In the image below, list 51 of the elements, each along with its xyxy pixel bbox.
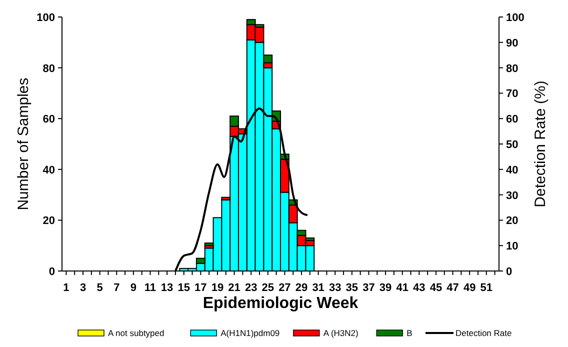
x-tick-label: 21 [228, 282, 240, 294]
x-tick-label: 9 [130, 282, 136, 294]
x-tick-label: 11 [144, 282, 156, 294]
x-tick-label: 35 [346, 282, 358, 294]
y2-tick-label: 70 [506, 88, 518, 100]
x-tick-label: 15 [178, 282, 190, 294]
legend-label: A (H3N2) [323, 328, 359, 338]
legend-label: A not subtyped [108, 328, 165, 338]
y-tick-label: 60 [42, 114, 55, 126]
y2-tick-label: 80 [506, 62, 518, 75]
x-tick-label: 33 [329, 282, 342, 294]
legend-label: A(H1N1)pdm09 [220, 328, 280, 338]
y2-tick-label: 50 [506, 139, 518, 151]
x-tick-label: 47 [446, 282, 459, 294]
y-tick-label: 20 [42, 215, 55, 228]
y2-tick-label: 90 [506, 37, 518, 50]
y-axis-title: Number of Samples [15, 78, 32, 210]
x-tick-label: 43 [413, 282, 426, 294]
x-tick-label: 23 [244, 282, 258, 294]
legend-label: B [406, 328, 413, 338]
legend-label: Detection Rate [456, 328, 512, 338]
x-tick-label: 1 [63, 282, 70, 294]
x-tick-label: 31 [312, 282, 324, 294]
x-tick-label: 41 [396, 282, 408, 294]
x-axis-title: Epidemiologic Week [202, 295, 358, 312]
y2-tick-label: 10 [506, 240, 518, 253]
y-tick-label: 80 [42, 62, 55, 75]
x-tick-label: 49 [463, 282, 476, 294]
x-tick-label: 51 [480, 282, 493, 294]
x-tick-label: 45 [430, 282, 442, 294]
y-tick-label: 40 [42, 164, 55, 176]
x-tick-label: 13 [160, 282, 174, 294]
x-tick-label: 39 [379, 282, 392, 294]
y2-tick-label: 30 [506, 190, 518, 202]
x-tick-label: 19 [211, 282, 224, 294]
y2-tick-label: 60 [506, 114, 518, 126]
x-tick-label: 29 [295, 282, 308, 294]
y-tick-label: 0 [48, 266, 55, 278]
y2-tick-label: 20 [506, 215, 518, 228]
x-tick-label: 17 [194, 282, 207, 294]
y2-tick-label: 100 [506, 12, 524, 24]
x-tick-label: 37 [362, 282, 375, 294]
y2-tick-label: 40 [506, 164, 518, 176]
x-tick-label: 5 [96, 282, 103, 294]
x-tick-label: 27 [278, 282, 291, 294]
y-tick-label: 100 [36, 12, 55, 24]
x-tick-label: 7 [114, 282, 120, 294]
y2-tick-label: 0 [506, 266, 512, 278]
x-tick-label: 3 [80, 282, 86, 294]
x-tick-label: 25 [262, 282, 274, 294]
y2-axis-title: Detection Rate (%) [532, 80, 549, 208]
